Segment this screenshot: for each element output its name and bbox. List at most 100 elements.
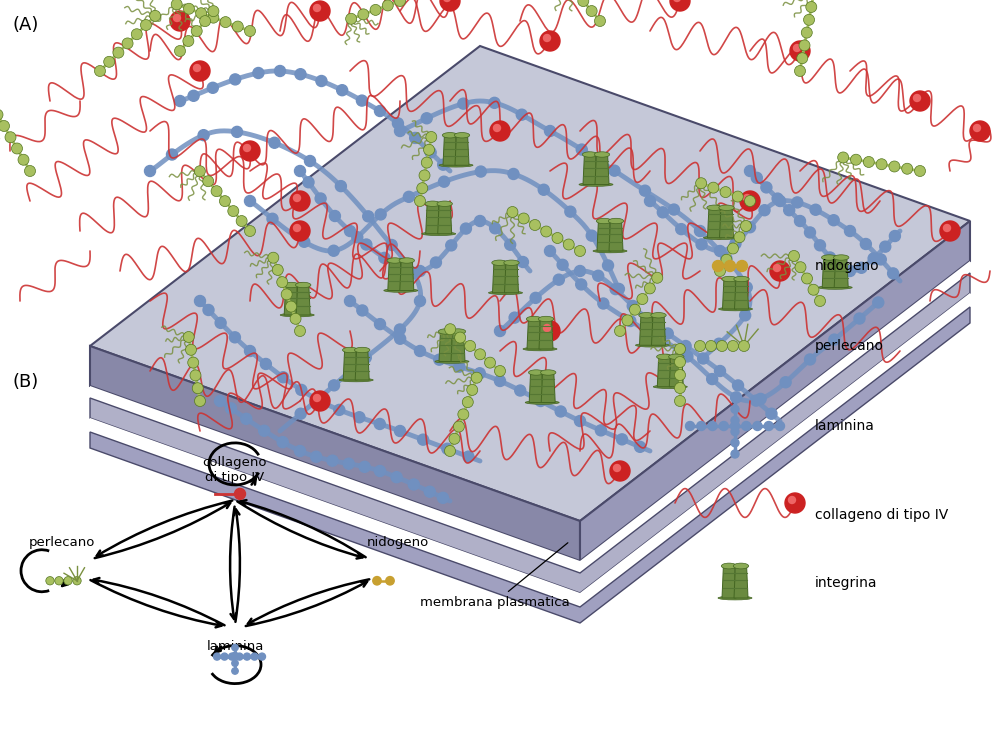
Ellipse shape <box>425 201 440 207</box>
Circle shape <box>629 304 640 315</box>
Circle shape <box>214 396 226 406</box>
Circle shape <box>286 301 297 312</box>
Circle shape <box>738 340 750 351</box>
Circle shape <box>475 348 486 360</box>
Circle shape <box>578 0 589 7</box>
Circle shape <box>281 289 292 300</box>
Circle shape <box>251 653 258 660</box>
Circle shape <box>529 219 540 231</box>
Ellipse shape <box>435 360 469 363</box>
Circle shape <box>194 166 205 176</box>
Polygon shape <box>426 204 440 234</box>
Circle shape <box>850 154 861 165</box>
Polygon shape <box>90 346 580 561</box>
Circle shape <box>694 340 706 351</box>
Circle shape <box>219 195 230 207</box>
Circle shape <box>0 120 10 131</box>
Polygon shape <box>455 135 469 165</box>
Circle shape <box>314 396 326 406</box>
Ellipse shape <box>821 255 837 260</box>
Circle shape <box>290 313 301 324</box>
Circle shape <box>744 195 756 207</box>
Circle shape <box>761 182 772 193</box>
Circle shape <box>755 394 766 405</box>
Circle shape <box>863 156 874 167</box>
Circle shape <box>471 372 482 383</box>
Circle shape <box>375 209 386 220</box>
Circle shape <box>764 421 773 430</box>
Circle shape <box>374 318 386 330</box>
Polygon shape <box>657 357 671 387</box>
Circle shape <box>236 216 247 227</box>
Circle shape <box>544 246 556 257</box>
Circle shape <box>670 0 690 11</box>
Circle shape <box>494 366 506 376</box>
Circle shape <box>232 21 243 32</box>
Polygon shape <box>541 372 555 403</box>
Circle shape <box>731 392 742 403</box>
Polygon shape <box>529 372 543 403</box>
Circle shape <box>745 222 756 233</box>
Polygon shape <box>90 261 970 573</box>
Circle shape <box>603 260 614 271</box>
Polygon shape <box>834 258 848 288</box>
Circle shape <box>490 121 510 141</box>
Ellipse shape <box>438 329 454 334</box>
Circle shape <box>734 232 745 243</box>
Circle shape <box>175 46 186 56</box>
Circle shape <box>244 26 256 37</box>
Circle shape <box>751 172 762 183</box>
Circle shape <box>731 406 739 413</box>
Ellipse shape <box>719 205 734 210</box>
Circle shape <box>460 223 471 234</box>
Circle shape <box>788 496 795 503</box>
Circle shape <box>203 304 214 315</box>
Circle shape <box>253 68 264 79</box>
Circle shape <box>12 143 23 154</box>
Circle shape <box>674 396 686 406</box>
Circle shape <box>373 577 381 585</box>
Circle shape <box>674 382 686 394</box>
Ellipse shape <box>718 596 752 600</box>
Circle shape <box>714 246 726 257</box>
Circle shape <box>544 125 556 137</box>
Text: (A): (A) <box>12 16 38 34</box>
Ellipse shape <box>636 343 670 347</box>
Ellipse shape <box>284 282 299 288</box>
Circle shape <box>598 298 609 309</box>
Circle shape <box>208 12 219 23</box>
Circle shape <box>225 403 236 414</box>
Circle shape <box>314 394 321 402</box>
Polygon shape <box>90 293 970 607</box>
Circle shape <box>395 333 406 344</box>
Circle shape <box>517 257 528 267</box>
Circle shape <box>714 366 726 376</box>
Circle shape <box>563 239 574 250</box>
Circle shape <box>258 653 266 660</box>
Circle shape <box>744 165 756 176</box>
Circle shape <box>805 354 816 365</box>
Circle shape <box>674 369 686 381</box>
Circle shape <box>268 252 279 263</box>
Circle shape <box>334 404 345 415</box>
Circle shape <box>232 668 238 674</box>
Circle shape <box>290 191 310 211</box>
Polygon shape <box>355 350 369 380</box>
Circle shape <box>625 315 636 327</box>
Circle shape <box>203 176 214 187</box>
Circle shape <box>196 8 207 19</box>
Circle shape <box>240 141 260 161</box>
Circle shape <box>363 211 374 222</box>
Circle shape <box>610 284 621 294</box>
Polygon shape <box>822 258 836 288</box>
Circle shape <box>294 225 300 231</box>
Polygon shape <box>504 263 518 293</box>
Circle shape <box>574 266 586 276</box>
Circle shape <box>721 255 732 265</box>
Circle shape <box>408 267 419 279</box>
Circle shape <box>552 233 563 243</box>
Circle shape <box>860 239 871 249</box>
Circle shape <box>889 161 900 172</box>
Circle shape <box>889 231 900 242</box>
Circle shape <box>5 131 16 143</box>
